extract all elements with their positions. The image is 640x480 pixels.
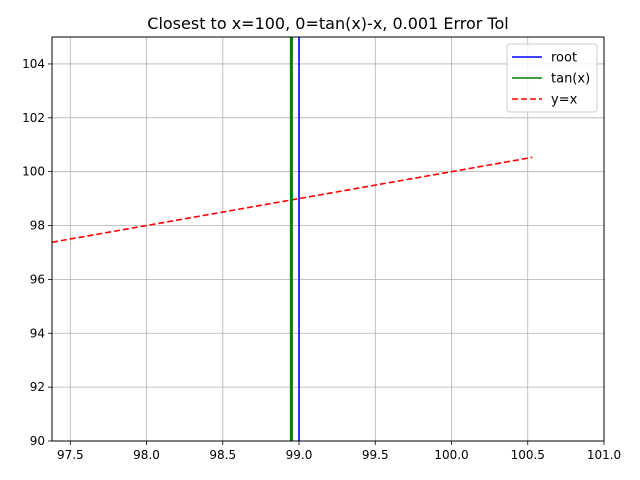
x-tick-label: 98.0 [133, 448, 160, 462]
legend-label: tan(x) [551, 72, 590, 87]
x-tick-label: 100.0 [434, 448, 468, 462]
y-tick-label: 104 [22, 57, 45, 71]
legend-label: root [551, 51, 577, 66]
x-tick-label: 98.5 [209, 448, 236, 462]
y-tick-label: 102 [22, 111, 45, 125]
legend-label: y=x [551, 93, 578, 108]
legend: root tan(x) y=x [506, 43, 598, 113]
y-tick-label: 96 [30, 272, 45, 286]
chart-title: Closest to x=100, 0=tan(x)-x, 0.001 Erro… [147, 14, 508, 33]
y-tick-label: 98 [30, 219, 45, 233]
plot-frame [51, 36, 605, 442]
y-tick-label: 90 [30, 434, 45, 448]
x-tick-label: 99.5 [362, 448, 389, 462]
y-tick-label: 100 [22, 165, 45, 179]
y-tick-label: 92 [30, 380, 45, 394]
x-tick-label: 100.5 [511, 448, 545, 462]
x-tick-label: 97.5 [57, 448, 84, 462]
series-group [51, 37, 533, 441]
y-tick-label: 94 [30, 326, 45, 340]
x-tick-label: 99.0 [286, 448, 313, 462]
x-tick-label: 101.0 [587, 448, 621, 462]
ticks: 97.5 98.0 98.5 99.0 99.5 100.0 100.5 101.0 90 92 9… [22, 57, 621, 462]
legend-box [506, 43, 598, 113]
